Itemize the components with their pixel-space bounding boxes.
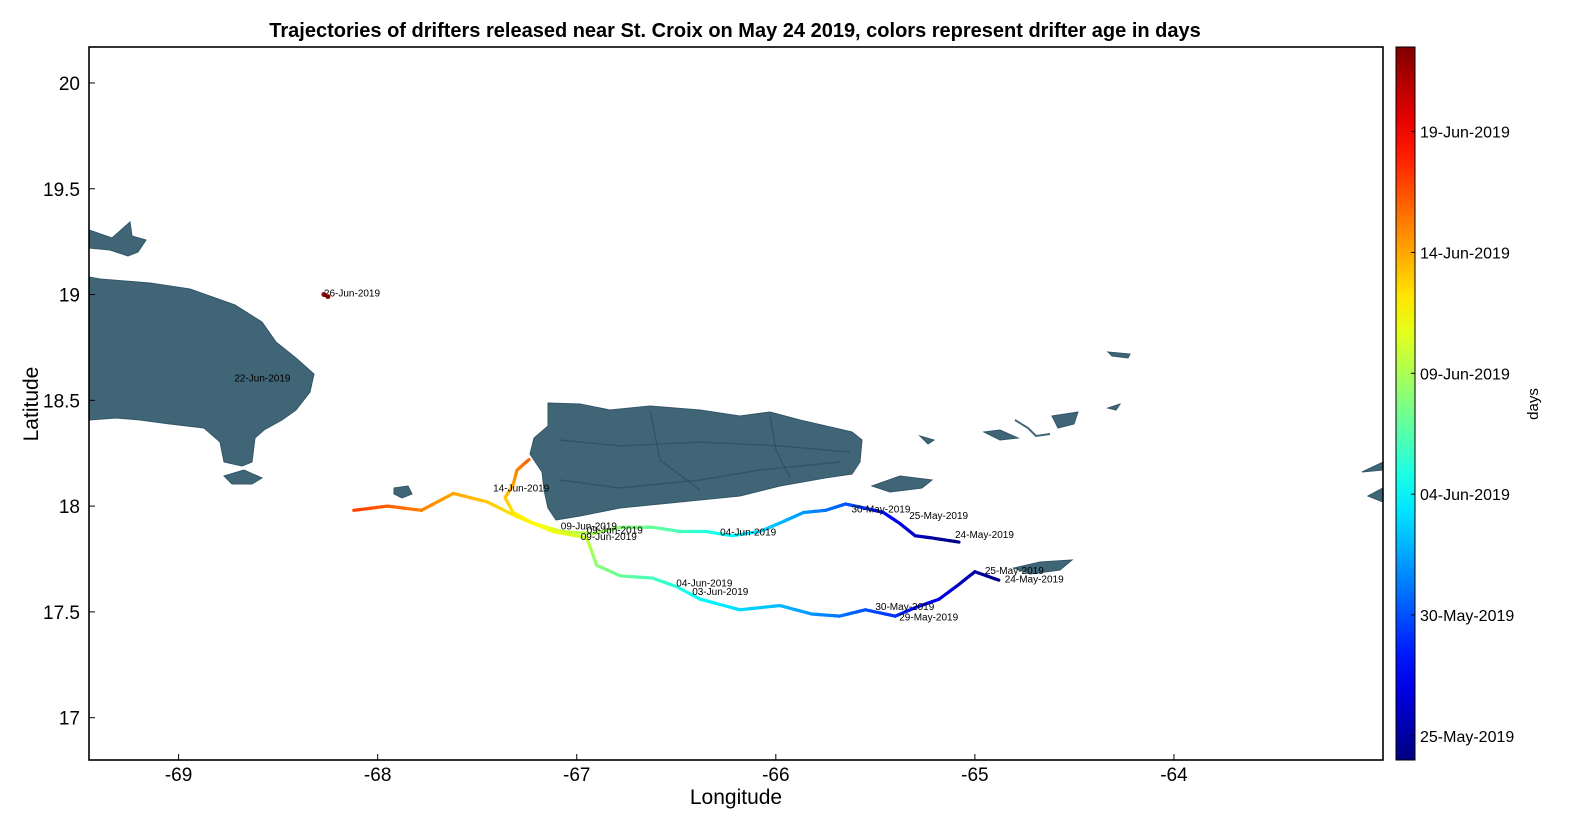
drifter-track (503, 457, 961, 544)
drifter-tracks (321, 292, 1001, 618)
colorbar-tick-label: 09-Jun-2019 (1420, 366, 1510, 383)
x-axis-ticks: -69 -68 -67 -66 -65 -64 (165, 754, 1188, 786)
date-annotation: 04-Jun-2019 (676, 579, 733, 590)
date-annotation: 26-Jun-2019 (324, 289, 381, 300)
st-barts-island (1366, 487, 1383, 503)
hispaniola-north-fragment (89, 221, 147, 257)
date-annotation: 25-May-2019 (909, 511, 968, 522)
x-tick-label: -69 (165, 765, 192, 786)
y-tick-label: 18 (59, 497, 80, 518)
colorbar-tick-label: 25-May-2019 (1420, 729, 1514, 746)
colorbar-tick-label: 04-Jun-2019 (1420, 487, 1510, 504)
drifter-track (321, 292, 331, 300)
mona-island (393, 485, 413, 499)
date-annotation: 25-May-2019 (985, 566, 1044, 577)
colorbar: 25-May-2019 30-May-2019 04-Jun-2019 09-Jun-… (1395, 46, 1542, 761)
date-annotation: 09-Jun-2019 (587, 526, 644, 537)
puerto-rico-road-1 (559, 439, 851, 453)
y-tick-label: 19 (59, 286, 80, 307)
track-segment (525, 457, 531, 463)
hispaniola-landmass (89, 276, 315, 467)
colorbar-tick-label: 19-Jun-2019 (1420, 125, 1510, 142)
date-annotation: 09-Jun-2019 (581, 532, 638, 543)
y-axis-ticks: 17 17.5 18 18.5 19 19.5 20 (43, 74, 95, 730)
anegada-island (1106, 351, 1131, 359)
chart-title: Trajectories of drifters released near S… (269, 20, 1200, 42)
y-tick-label: 18.5 (43, 391, 80, 412)
colorbar-label: days (1525, 388, 1542, 420)
colorbar-ticks: 25-May-2019 30-May-2019 04-Jun-2019 09-Jun-… (1411, 125, 1514, 746)
date-annotation: 03-Jun-2019 (692, 587, 749, 598)
drifter-track (352, 491, 1001, 618)
landmass-layer (89, 221, 1383, 575)
date-annotation: 09-Jun-2019 (561, 521, 618, 532)
culebra-vieques-island (870, 475, 934, 493)
track-point (321, 292, 327, 298)
x-tick-label: -64 (1160, 765, 1188, 786)
date-annotation: 30-May-2019 (875, 602, 934, 613)
date-annotation: 29-May-2019 (899, 612, 958, 623)
y-axis-label: Latitude (20, 367, 43, 442)
y-tick-label: 19.5 (43, 180, 80, 201)
track-segment (352, 508, 362, 512)
tortola-island (1106, 403, 1122, 411)
st-croix-island (1012, 559, 1074, 575)
plot-frame (88, 46, 1384, 761)
x-tick-label: -65 (961, 765, 988, 786)
saona-island (223, 469, 264, 485)
date-annotation: 04-Jun-2019 (720, 528, 777, 539)
st-martin-island (1361, 461, 1383, 473)
puerto-rico-road-3 (769, 415, 791, 479)
x-tick-label: -67 (563, 765, 590, 786)
date-annotation: 24-May-2019 (1005, 574, 1064, 585)
plot-area: 24-May-201925-May-201930-May-201904-Jun-… (89, 221, 1383, 624)
date-annotation: 30-May-2019 (851, 504, 910, 515)
x-tick-label: -68 (364, 765, 391, 786)
virgin-islands-strait-line (1014, 419, 1051, 438)
puerto-rico-road-4 (559, 461, 841, 489)
colorbar-gradient (1395, 46, 1416, 761)
st-john-island (1051, 411, 1079, 429)
y-tick-label: 17 (59, 709, 80, 730)
track-point (325, 294, 331, 300)
date-annotation: 24-May-2019 (955, 530, 1014, 541)
puerto-rico-road-2 (649, 409, 701, 491)
puerto-rico-landmass (529, 402, 863, 521)
y-tick-label: 17.5 (43, 603, 80, 624)
date-annotation: 22-Jun-2019 (234, 373, 291, 384)
date-annotations: 24-May-201925-May-201930-May-201904-Jun-… (234, 289, 1064, 624)
colorbar-tick-label: 30-May-2019 (1420, 608, 1514, 625)
y-tick-label: 20 (59, 74, 80, 95)
st-thomas-island (982, 429, 1020, 441)
date-annotation: 14-Jun-2019 (493, 483, 550, 494)
vieques-small-island (918, 434, 936, 445)
x-tick-label: -66 (762, 765, 789, 786)
colorbar-tick-label: 14-Jun-2019 (1420, 245, 1510, 262)
x-axis-label: Longitude (690, 786, 782, 809)
